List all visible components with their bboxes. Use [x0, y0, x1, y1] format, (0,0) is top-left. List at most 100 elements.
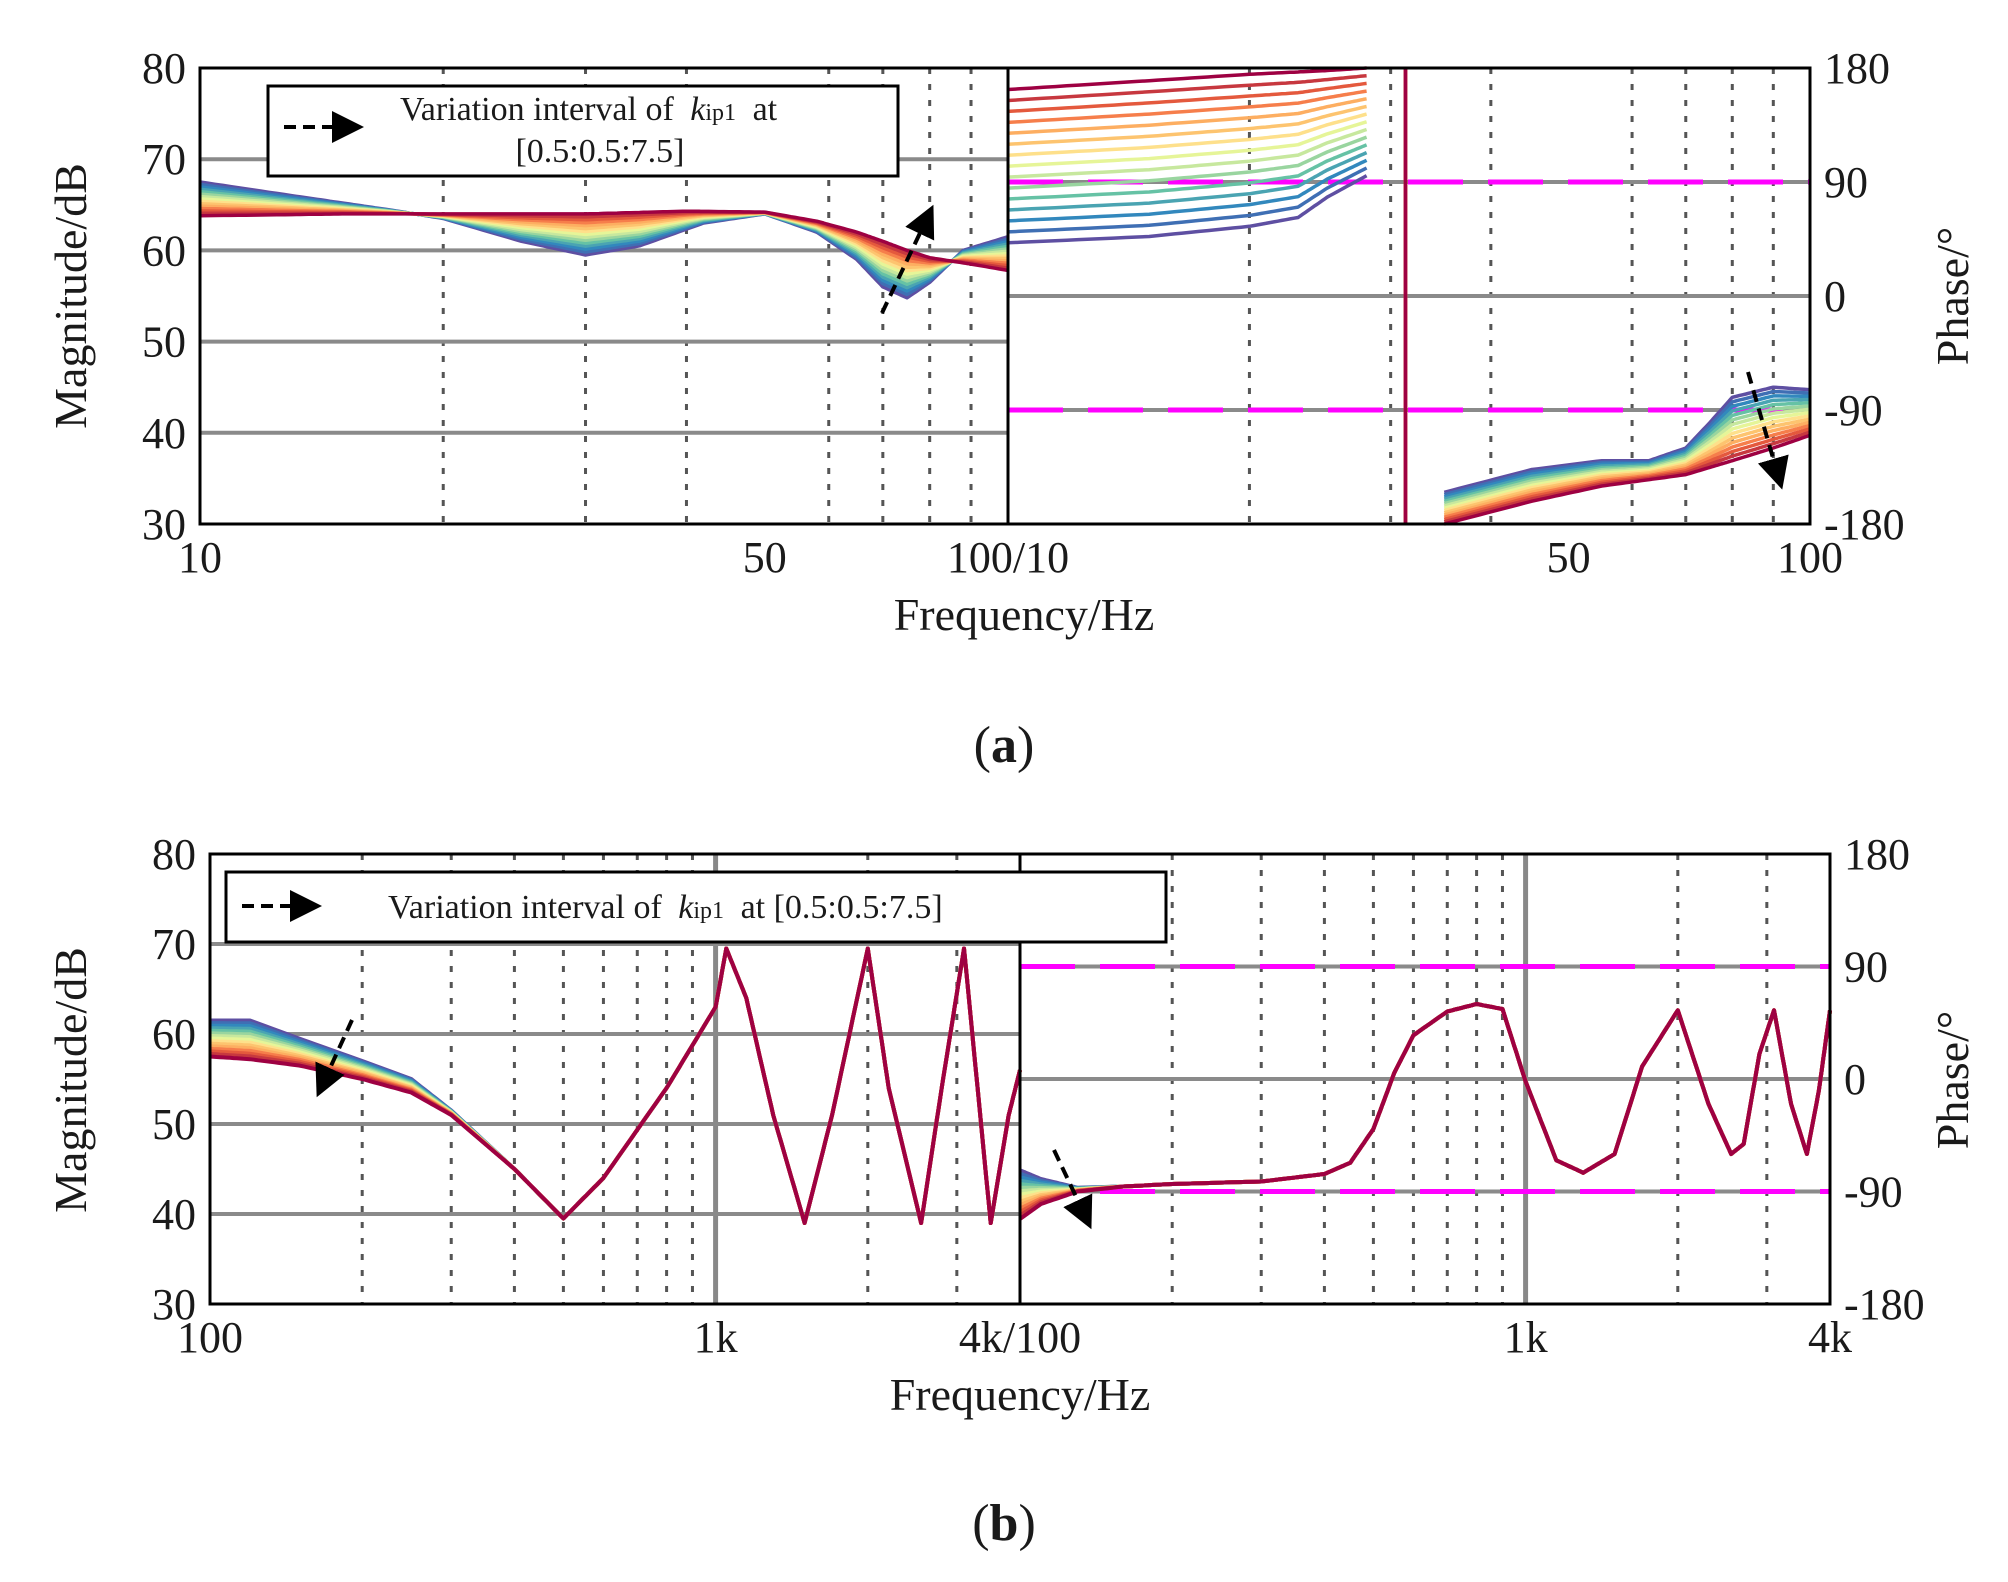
ytick-label-left: 70 [142, 135, 186, 184]
ytick-label-right: -180 [1844, 1280, 1925, 1329]
panel-b-phase-yticks: -180 -90 0 90 180 [1844, 830, 1925, 1329]
xtick-label: 1k [1504, 1313, 1548, 1362]
panel-a-legend: Variation interval of kip1 at [0.5:0.5:7… [266, 84, 900, 178]
panel-a-label: (a) [974, 717, 1035, 774]
series-line-13 [209, 946, 1022, 1225]
series-line-6 [210, 946, 1022, 1225]
ytick-label-right: -180 [1824, 500, 1905, 549]
xtick-label: 10 [178, 533, 222, 582]
series-line-9 [1007, 112, 1368, 157]
xtick-label: 50 [743, 533, 787, 582]
panel-b-phase-curves [1018, 1002, 1832, 1221]
series-line-9 [209, 946, 1022, 1225]
series-line-7 [209, 946, 1022, 1225]
series-line-15 [1018, 1002, 1832, 1221]
ytick-label-right: 0 [1844, 1055, 1866, 1104]
panel-b-ylabel-left: Magnitude/dB [45, 947, 96, 1213]
series-line-5 [1007, 143, 1368, 201]
ytick-label-right: 0 [1824, 272, 1846, 321]
xtick-label: 1k [694, 1313, 738, 1362]
series-line-6 [1007, 135, 1368, 190]
series-line-3 [1019, 1002, 1832, 1191]
series-line-1 [1019, 1002, 1832, 1190]
ytick-label-right: 90 [1844, 943, 1888, 992]
series-line-15 [1007, 66, 1367, 92]
ytick-label-left: 80 [142, 44, 186, 93]
ytick-label-right: -90 [1824, 386, 1883, 435]
panel-b: 30 40 50 60 70 80 -180 -90 0 90 180 100 1k 4k/100 1… [45, 830, 1978, 1552]
ytick-label-left: 40 [152, 1190, 196, 1239]
series-line-13 [1443, 427, 1811, 522]
series-line-10 [1007, 104, 1367, 147]
panel-a-magnitude-curves [199, 180, 1009, 300]
panel-b-label: (b) [972, 1495, 1036, 1552]
series-line-13 [1007, 81, 1367, 114]
series-line-8 [209, 946, 1022, 1225]
ytick-label-left: 40 [142, 409, 186, 458]
xtick-label: 4k/100 [959, 1313, 1081, 1362]
series-line-14 [1007, 73, 1367, 103]
panel-a-phase-variation-arrow [1746, 371, 1789, 490]
series-line-4 [1019, 1002, 1832, 1191]
panel-a-legend-box [266, 84, 900, 178]
panel-a: 30 40 50 60 70 80 -180 -90 0 90 180 10 50 100/10 50… [45, 44, 1978, 774]
panel-a-phase-frame [1006, 66, 1812, 526]
panel-b-phase-xticks: 1k 4k [1504, 1313, 1852, 1362]
panel-a-ylabel-right: Phase/° [1927, 227, 1978, 366]
ytick-label-right: 90 [1824, 158, 1868, 207]
series-line-8 [1007, 120, 1368, 168]
panel-a-magnitude-xticks: 10 50 100/10 [178, 533, 1069, 582]
xtick-label: 100/10 [947, 533, 1069, 582]
series-line-7 [1007, 127, 1368, 179]
series-line-12 [1007, 89, 1367, 125]
panel-b-phase-grid [1020, 854, 1830, 1304]
series-line-3 [1007, 158, 1368, 223]
panel-a-phase-curves [1007, 66, 1811, 526]
panel-a-legend-line2: [0.5:0.5:7.5] [515, 133, 684, 170]
ytick-label-left: 60 [142, 226, 186, 275]
series-line-14 [1443, 430, 1811, 524]
ytick-label-left: 80 [152, 830, 196, 879]
ytick-label-left: 50 [152, 1100, 196, 1149]
series-line-6 [1019, 1002, 1832, 1192]
series-line-15 [1443, 433, 1811, 526]
panel-b-magnitude-variation-arrow [315, 1019, 354, 1098]
xtick-label: 100 [177, 1313, 243, 1362]
ytick-label-left: 30 [152, 1280, 196, 1329]
xtick-label: 50 [1547, 533, 1591, 582]
series-line-2 [1007, 166, 1368, 234]
series-line-3 [209, 946, 1022, 1225]
series-line-1 [210, 946, 1022, 1225]
series-line-12 [209, 946, 1022, 1225]
panel-a-magnitude-yticks: 30 40 50 60 70 80 [142, 44, 186, 549]
series-line-11 [1007, 97, 1367, 136]
series-line-15 [209, 946, 1022, 1225]
panel-a-phase-yticks: -180 -90 0 90 180 [1824, 44, 1905, 549]
panel-b-magnitude-yticks: 30 40 50 60 70 80 [152, 830, 196, 1329]
series-line-1 [1007, 174, 1368, 245]
panel-b-xlabel: Frequency/Hz [890, 1369, 1151, 1420]
panel-a-xlabel: Frequency/Hz [894, 589, 1155, 640]
series-line-4 [1007, 151, 1368, 212]
ytick-label-right: 180 [1824, 44, 1890, 93]
series-line-14 [209, 946, 1022, 1225]
panel-b-phase-frame [1018, 852, 1832, 1306]
panel-b-legend-line: Variation interval of kip1 at [0.5:0.5:7… [388, 889, 943, 926]
xtick-label: 4k [1808, 1313, 1852, 1362]
series-line-4 [209, 946, 1022, 1225]
panel-a-legend-line1: Variation interval of kip1 at [400, 91, 778, 128]
xtick-label: 100 [1777, 533, 1843, 582]
series-line-5 [210, 946, 1022, 1225]
panel-b-phase-variation-arrow [1052, 1149, 1093, 1230]
ytick-label-left: 60 [152, 1010, 196, 1059]
series-line-11 [209, 946, 1022, 1225]
series-line-10 [209, 946, 1022, 1225]
panel-a-phase-xticks: 50 100 [1547, 533, 1843, 582]
ytick-label-left: 30 [142, 500, 186, 549]
series-line-12 [1443, 423, 1811, 519]
panel-b-legend-box [224, 870, 1168, 944]
ytick-label-right: 180 [1844, 830, 1910, 879]
ytick-label-left: 50 [142, 318, 186, 367]
panel-b-legend: Variation interval of kip1 at [0.5:0.5:7… [224, 870, 1168, 944]
ytick-label-right: -90 [1844, 1168, 1903, 1217]
